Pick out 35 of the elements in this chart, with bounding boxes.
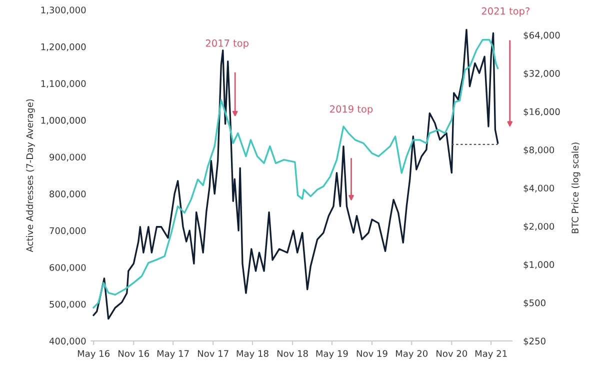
annotation: 2021 top? bbox=[482, 7, 530, 17]
y-tick-label: 1,000,000 bbox=[41, 116, 86, 125]
x-tick-label: May 16 bbox=[78, 350, 110, 359]
y-tick-label: 1,100,000 bbox=[41, 80, 86, 88]
y-tick-label: 500,000 bbox=[50, 300, 86, 309]
x-tick-label: May 21 bbox=[475, 350, 507, 359]
y2-tick-label: $500 bbox=[524, 299, 546, 308]
x-tick-label: May 20 bbox=[396, 350, 428, 359]
y2-tick-label: $8,000 bbox=[524, 146, 554, 154]
annotation: 2019 top bbox=[330, 105, 373, 115]
y2-tick-label: $16,000 bbox=[524, 108, 560, 116]
annotation: 2017 top bbox=[206, 39, 248, 49]
x-tick-label: Nov 20 bbox=[436, 350, 468, 357]
y2-tick-label: $64,000 bbox=[524, 32, 560, 40]
y-tick-label: 1,200,000 bbox=[41, 43, 86, 52]
x-tick-label: May 19 bbox=[316, 350, 348, 359]
y-tick-label: 600,000 bbox=[50, 264, 86, 272]
y-tick-label: 1,300,000 bbox=[41, 6, 86, 14]
y2-axis-title: BTC Price (log scale) bbox=[572, 142, 580, 234]
y-axis-title: Active Addresses (7-Day Average) bbox=[26, 99, 35, 252]
y-tick-label: 800,000 bbox=[50, 190, 86, 198]
x-tick-label: Nov 18 bbox=[277, 350, 308, 357]
y2-tick-label: $2,000 bbox=[524, 222, 554, 231]
x-tick-label: May 17 bbox=[157, 350, 189, 359]
x-tick-label: Nov 19 bbox=[356, 350, 388, 357]
y-tick-label: 700,000 bbox=[50, 227, 86, 236]
y-tick-label: 900,000 bbox=[50, 154, 86, 162]
y2-tick-label: $1,000 bbox=[524, 261, 554, 270]
x-tick-label: Nov 17 bbox=[198, 350, 228, 357]
y2-tick-label: $250 bbox=[524, 337, 546, 346]
y2-tick-label: $4,000 bbox=[524, 184, 554, 193]
y-tick-label: 400,000 bbox=[49, 338, 86, 346]
y2-tick-label: $32,000 bbox=[524, 70, 560, 78]
x-tick-label: May 18 bbox=[236, 350, 268, 359]
x-tick-label: Nov 16 bbox=[118, 350, 150, 357]
